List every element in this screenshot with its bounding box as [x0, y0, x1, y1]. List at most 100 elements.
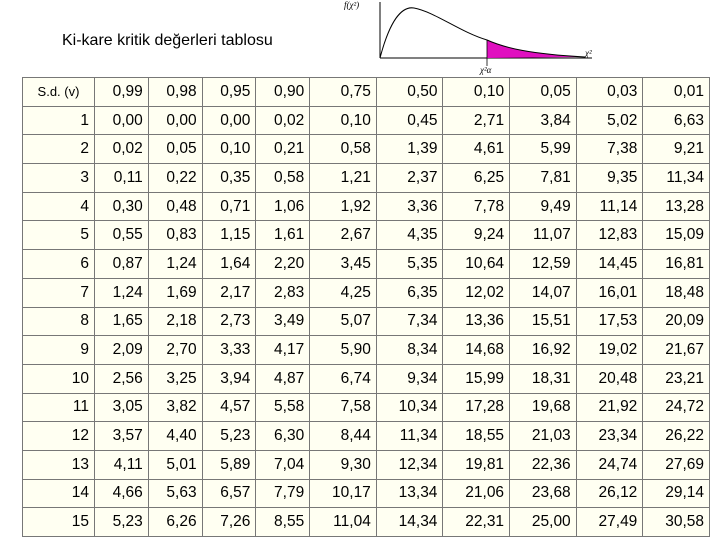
table-cell: 16,01: [575, 277, 644, 308]
table-cell: 7,38: [575, 134, 644, 165]
table-cell: 7,34: [375, 306, 444, 337]
table-cell: 5,99: [509, 134, 577, 165]
table-cell: 1,92: [309, 191, 377, 222]
row-label: 12: [22, 421, 95, 451]
table-cell: 4,35: [375, 220, 444, 251]
table-cell: 26,12: [575, 478, 644, 509]
table-cell: 1,65: [94, 306, 149, 337]
table-cell: 21,03: [509, 421, 577, 451]
table-cell: 4,40: [147, 421, 203, 451]
table-cell: 0,05: [147, 134, 203, 165]
row-label: 10: [22, 363, 95, 394]
table-cell: 7,58: [309, 392, 377, 423]
table-cell: 6,25: [442, 163, 511, 193]
table-cell: 1,69: [147, 277, 203, 308]
table-cell: 21,06: [442, 478, 511, 509]
table-row: 8 1,65 2,18 2,73 3,49 5,07 7,34 13,36 15,51 17,53…: [22, 306, 710, 337]
table-cell: 7,26: [201, 507, 257, 537]
row-label: 14: [22, 478, 95, 509]
table-cell: 30,58: [642, 507, 710, 537]
table-cell: 18,48: [642, 277, 710, 308]
table-cell: 26,22: [642, 421, 710, 451]
title: Ki-kare kritik değerleri tablosu: [62, 32, 273, 49]
table-cell: 21,92: [575, 392, 644, 423]
table-cell: 0,22: [147, 163, 203, 193]
row-label: 1: [22, 105, 95, 136]
table-cell: 1,24: [147, 249, 203, 279]
table-cell: 23,68: [509, 478, 577, 509]
table-cell: 5,63: [147, 478, 203, 509]
table-cell: 23,21: [642, 363, 710, 394]
table-cell: 3,05: [94, 392, 149, 423]
column-header: 0,90: [255, 77, 311, 107]
table-cell: 21,67: [642, 335, 710, 365]
table-cell: 14,34: [375, 507, 444, 537]
table-cell: 1,24: [94, 277, 149, 308]
table-cell: 1,15: [201, 220, 257, 251]
table-cell: 3,25: [147, 363, 203, 394]
table-cell: 5,89: [201, 449, 257, 480]
table-cell: 2,70: [147, 335, 203, 365]
table-cell: 2,09: [94, 335, 149, 365]
row-label: 3: [22, 163, 95, 193]
row-label: 4: [22, 191, 95, 222]
table-cell: 5,07: [309, 306, 377, 337]
table-row: 11 3,05 3,82 4,57 5,58 7,58 10,34 17,28 19,68 21,…: [22, 392, 710, 423]
table-cell: 0,10: [309, 105, 377, 136]
table-cell: 7,04: [255, 449, 311, 480]
table-cell: 0,58: [309, 134, 377, 165]
row-label: 7: [22, 277, 95, 308]
table-cell: 3,82: [147, 392, 203, 423]
table-cell: 4,61: [442, 134, 511, 165]
table-cell: 11,07: [509, 220, 577, 251]
table-cell: 29,14: [642, 478, 710, 509]
table-cell: 5,35: [375, 249, 444, 279]
table-row: 6 0,87 1,24 1,64 2,20 3,45 5,35 10,64 12,59 14,45…: [22, 249, 710, 279]
table-cell: 12,83: [575, 220, 644, 251]
column-header: 0,03: [575, 77, 644, 107]
table-cell: 11,04: [309, 507, 377, 537]
table-cell: 14,45: [575, 249, 644, 279]
table-cell: 13,34: [375, 478, 444, 509]
table-cell: 13,28: [642, 191, 710, 222]
table-cell: 14,07: [509, 277, 577, 308]
table-cell: 0,11: [94, 163, 149, 193]
table-cell: 12,59: [509, 249, 577, 279]
table-cell: 2,71: [442, 105, 511, 136]
table-cell: 11,34: [642, 163, 710, 193]
table-cell: 15,99: [442, 363, 511, 394]
table-cell: 9,34: [375, 363, 444, 394]
row-label: 11: [22, 392, 95, 423]
row-label: 15: [22, 507, 95, 537]
column-header: 0,01: [642, 77, 710, 107]
table-row: 13 4,11 5,01 5,89 7,04 9,30 12,34 19,81 22,36 24,…: [22, 449, 710, 480]
table-cell: 4,66: [94, 478, 149, 509]
row-label: 2: [22, 134, 95, 165]
table-cell: 8,34: [375, 335, 444, 365]
table-cell: 0,48: [147, 191, 203, 222]
table-cell: 4,25: [309, 277, 377, 308]
table-cell: 19,02: [575, 335, 644, 365]
table-cell: 0,71: [201, 191, 257, 222]
table-cell: 16,92: [509, 335, 577, 365]
table-cell: 20,09: [642, 306, 710, 337]
table-cell: 12,02: [442, 277, 511, 308]
table-cell: 6,30: [255, 421, 311, 451]
table-cell: 20,48: [575, 363, 644, 394]
table-cell: 2,73: [201, 306, 257, 337]
table-cell: 7,81: [509, 163, 577, 193]
table-row: 15 5,23 6,26 7,26 8,55 11,04 14,34 22,31 25,00 27…: [22, 507, 710, 537]
row-label: 9: [22, 335, 95, 365]
table-cell: 0,00: [147, 105, 203, 136]
table-row: 2 0,02 0,05 0,10 0,21 0,58 1,39 4,61 5,99 7,38 9,2…: [22, 134, 710, 165]
table-cell: 4,57: [201, 392, 257, 423]
table-cell: 13,36: [442, 306, 511, 337]
table-cell: 24,72: [642, 392, 710, 423]
y-label: f(χ²): [344, 0, 359, 10]
table-cell: 5,02: [575, 105, 644, 136]
table-cell: 24,74: [575, 449, 644, 480]
table-cell: 17,53: [575, 306, 644, 337]
table-cell: 0,83: [147, 220, 203, 251]
table-cell: 22,31: [442, 507, 511, 537]
